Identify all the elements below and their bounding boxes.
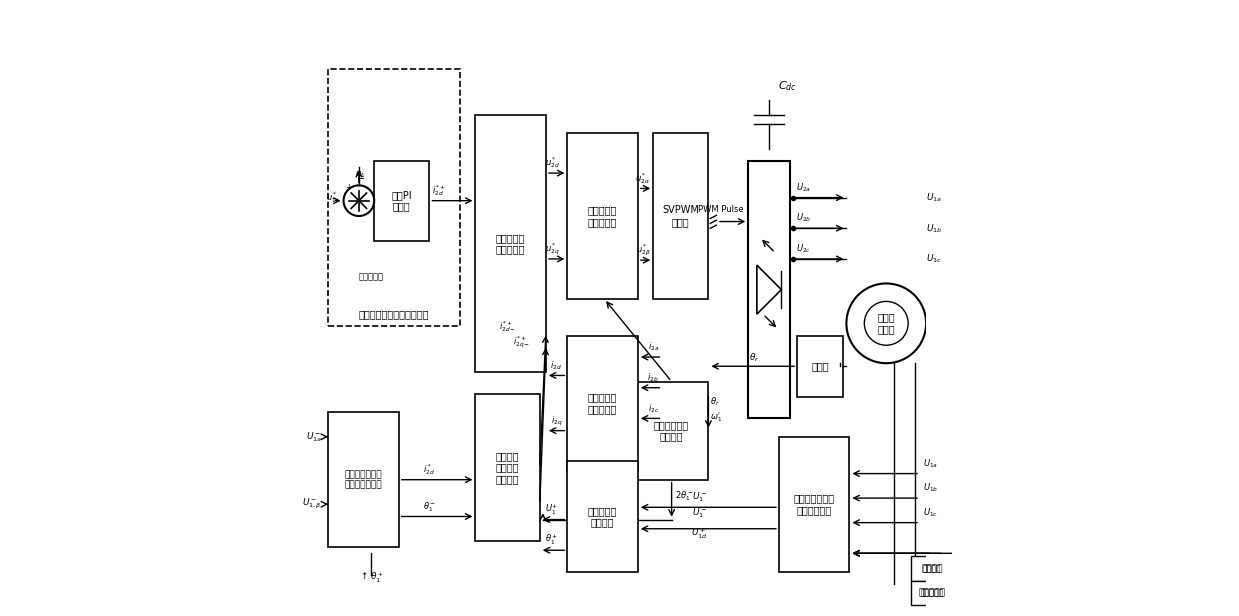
Text: 第一PI
控制器: 第一PI 控制器	[392, 190, 413, 211]
Text: $i_{2c}$: $i_{2c}$	[648, 402, 659, 415]
FancyBboxPatch shape	[634, 381, 709, 480]
FancyBboxPatch shape	[748, 161, 790, 418]
Text: $i_{2d}^{*+}$: $i_{2d}^{*+}$	[432, 183, 445, 198]
FancyBboxPatch shape	[653, 133, 709, 299]
Text: 平衡负载: 平衡负载	[923, 564, 942, 573]
Text: $\theta_r$: $\theta_r$	[750, 351, 760, 363]
Text: 控制绕组电
流控制模块: 控制绕组电 流控制模块	[496, 233, 525, 254]
Text: $U_{1a}^-$: $U_{1a}^-$	[306, 430, 322, 444]
Text: −: −	[357, 174, 366, 184]
Text: $U_1^-$: $U_1^-$	[691, 490, 706, 504]
Text: $u_{2\beta}^*$: $u_{2\beta}^*$	[636, 243, 650, 258]
FancyBboxPatch shape	[567, 461, 638, 572]
Text: 功率绕组正负序
电压检测模块: 功率绕组正负序 电压检测模块	[794, 493, 835, 515]
Text: 编码器: 编码器	[812, 361, 829, 371]
Text: $u_{2\alpha}^*$: $u_{2\alpha}^*$	[636, 171, 650, 185]
Text: 功率绕组锁
相环模块: 功率绕组锁 相环模块	[589, 506, 617, 527]
Text: $U_{1a}$: $U_{1a}$	[923, 457, 938, 470]
Text: $U_{2b}$: $U_{2b}$	[797, 212, 812, 224]
Text: $U_{1b}$: $U_{1b}$	[923, 482, 938, 494]
Text: 控制绕组电
压变换模块: 控制绕组电 压变换模块	[589, 205, 617, 227]
Text: $i_{2q-}^{*+}$: $i_{2q-}^{*+}$	[513, 334, 530, 351]
Text: 第一加法器: 第一加法器	[358, 273, 384, 282]
Text: $i_{2d}^*$: $i_{2d}^*$	[424, 462, 435, 477]
FancyBboxPatch shape	[798, 336, 844, 397]
Text: 负序控制
绕组电流
变换模块: 负序控制 绕组电流 变换模块	[496, 451, 519, 484]
Text: 功率绕组负序电
压消除控制模块: 功率绕组负序电 压消除控制模块	[344, 470, 383, 489]
Text: $C_{dc}$: $C_{dc}$	[778, 79, 797, 94]
Text: $U_{1d}^+$: $U_{1d}^+$	[691, 527, 707, 541]
Text: +: +	[344, 183, 352, 192]
Text: $U_1^-$: $U_1^-$	[691, 506, 706, 520]
Text: $u_{2d}^*$: $u_{2d}^*$	[545, 155, 560, 170]
FancyBboxPatch shape	[476, 394, 540, 541]
Text: $i_{2q}$: $i_{2q}$	[550, 415, 563, 428]
FancyBboxPatch shape	[911, 556, 954, 581]
Text: $U_{1,\beta}^-$: $U_{1,\beta}^-$	[302, 497, 322, 511]
FancyBboxPatch shape	[476, 115, 546, 373]
Text: $u_1^*$: $u_1^*$	[326, 190, 337, 205]
FancyBboxPatch shape	[911, 581, 954, 606]
FancyBboxPatch shape	[779, 437, 850, 572]
Text: $i_{2d-}^{*+}$: $i_{2d-}^{*+}$	[498, 319, 515, 334]
Text: $i_{2d}$: $i_{2d}$	[550, 359, 563, 371]
FancyBboxPatch shape	[567, 336, 638, 471]
Text: $U_{1b}$: $U_{1b}$	[926, 222, 943, 235]
Text: 控制绕组电
流变换模块: 控制绕组电 流变换模块	[589, 392, 617, 414]
Text: 不平衡负载: 不平衡负载	[921, 589, 944, 598]
Text: $i_{2b}$: $i_{2b}$	[648, 371, 659, 384]
Text: $2\theta_1^-$: $2\theta_1^-$	[675, 489, 694, 503]
Text: 无刷双
馈电机: 无刷双 馈电机	[877, 312, 895, 334]
Text: PWM Pulse: PWM Pulse	[698, 205, 743, 214]
Text: 平衡负载: 平衡负载	[922, 564, 943, 573]
Text: $u_{2q}^*$: $u_{2q}^*$	[545, 241, 559, 257]
Text: $U_{1c}$: $U_{1c}$	[923, 506, 938, 519]
FancyBboxPatch shape	[328, 412, 399, 547]
Text: $U_1^{+}$: $U_1^{+}$	[545, 503, 559, 517]
Text: $\omega_1'$: $\omega_1'$	[710, 411, 722, 424]
Text: 功率绕组电压幅值控制模块: 功率绕组电压幅值控制模块	[359, 309, 430, 319]
FancyBboxPatch shape	[374, 161, 430, 240]
Text: $\uparrow\theta_1^+$: $\uparrow\theta_1^+$	[358, 571, 384, 585]
Text: $U_{1a}$: $U_{1a}$	[926, 192, 942, 204]
Text: $i_{2a}$: $i_{2a}$	[648, 341, 659, 353]
Text: $U_{2a}$: $U_{2a}$	[797, 181, 812, 194]
Text: $\theta_1^-$: $\theta_1^-$	[422, 500, 436, 514]
Text: SVPWM
发生器: SVPWM 发生器	[663, 205, 699, 227]
Text: $\theta_r$: $\theta_r$	[710, 396, 720, 408]
Text: $\theta_1^+$: $\theta_1^+$	[545, 533, 559, 548]
FancyBboxPatch shape	[328, 69, 460, 326]
Text: $U_{1c}$: $U_{1c}$	[926, 253, 942, 265]
Text: $u_1$: $u_1$	[354, 170, 366, 180]
Text: 不平衡负载: 不平衡负载	[919, 589, 945, 598]
Text: $U_{2c}$: $U_{2c}$	[797, 243, 812, 255]
FancyBboxPatch shape	[567, 133, 638, 299]
Text: 控制绕组相位
计算模块: 控制绕组相位 计算模块	[654, 420, 689, 442]
